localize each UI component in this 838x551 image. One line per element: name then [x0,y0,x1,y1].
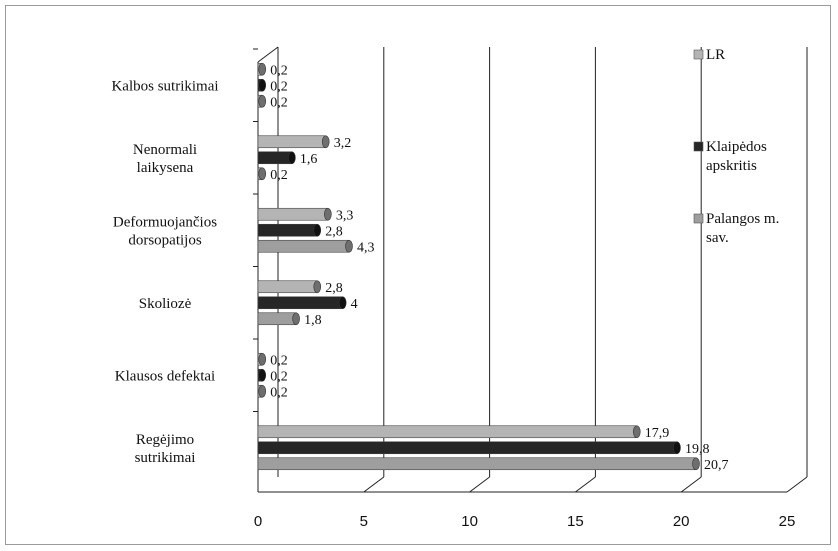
legend-swatch [693,141,704,152]
legend-label: sav. [706,230,729,246]
category-label: sutrikimai [135,450,196,466]
category-label: Kalbos sutrikimai [111,78,218,94]
data-label: 0,2 [270,168,288,183]
data-label: 1,6 [300,152,318,167]
legend-label: LR [706,47,725,63]
x-tick-label: 15 [567,513,584,530]
bar [257,312,297,326]
category-label: Deformuojančios [113,214,217,230]
gridline-floor [575,476,596,493]
bar-cap [324,207,332,221]
chart-frame [5,5,831,545]
x-tick-label: 5 [360,513,368,530]
bar [257,135,327,149]
legend-swatch [693,49,704,60]
data-label: 0,2 [270,353,288,368]
bar-cap [258,368,267,382]
data-label: 17,9 [645,426,670,441]
category-label: Nenormali [133,142,197,158]
data-label: 3,2 [334,136,352,151]
legend-swatch [693,213,704,224]
data-label: 20,7 [704,458,729,473]
bar-cap [345,239,353,253]
bar-cap [338,296,347,310]
bar-cap [313,223,322,237]
gridline-floor [680,476,702,493]
data-label: 1,8 [304,313,322,328]
bar-cap [258,78,267,92]
x-tick-label: 10 [461,513,478,530]
bar-cap [292,312,300,326]
legend-label: Palangos m. [706,211,779,227]
bar-cap [313,280,322,294]
gridline-floor [469,476,490,493]
data-label: 3,3 [336,208,354,223]
bar-cap [258,167,267,181]
bar-cap [673,441,681,455]
bar [257,441,678,455]
bar-cap [258,352,267,366]
data-label: 2,8 [325,281,343,296]
bar-cap [288,151,296,165]
gridline-floor [363,476,385,493]
x-tick-label: 25 [779,513,796,530]
bar [257,280,318,294]
bar [257,151,293,165]
legend-label: Klaipėdos [706,139,767,155]
data-label: 0,2 [270,95,288,110]
bar-cap [321,135,330,149]
bar [257,239,350,253]
category-label: Klausos defektai [115,368,215,384]
bar-cap [632,425,641,439]
data-label: 0,2 [270,369,288,384]
data-label: 19,8 [685,442,710,457]
bar [257,207,329,221]
legend-label: apskritis [706,158,757,174]
data-label: 0,2 [270,385,288,400]
bar [257,425,638,439]
category-label: Regėjimo [136,432,194,448]
bar [257,457,697,471]
wall-edge [257,46,279,63]
bar-cap [258,62,267,76]
data-label: 2,8 [325,224,343,239]
bar-cap [258,384,267,398]
data-label: 0,2 [270,79,288,94]
data-label: 4,3 [357,240,375,255]
x-tick-label: 20 [673,513,690,530]
category-label: Skoliozė [139,296,192,312]
category-label: laikysena [137,160,194,176]
gridline-floor [786,476,808,493]
x-tick-label: 0 [254,513,262,530]
bar [257,223,318,237]
bar-cap [692,457,700,471]
bar-cap [258,94,267,108]
bar [257,296,343,310]
data-label: 4 [351,297,358,312]
category-label: dorsopatijos [128,232,201,248]
data-label: 0,2 [270,63,288,78]
